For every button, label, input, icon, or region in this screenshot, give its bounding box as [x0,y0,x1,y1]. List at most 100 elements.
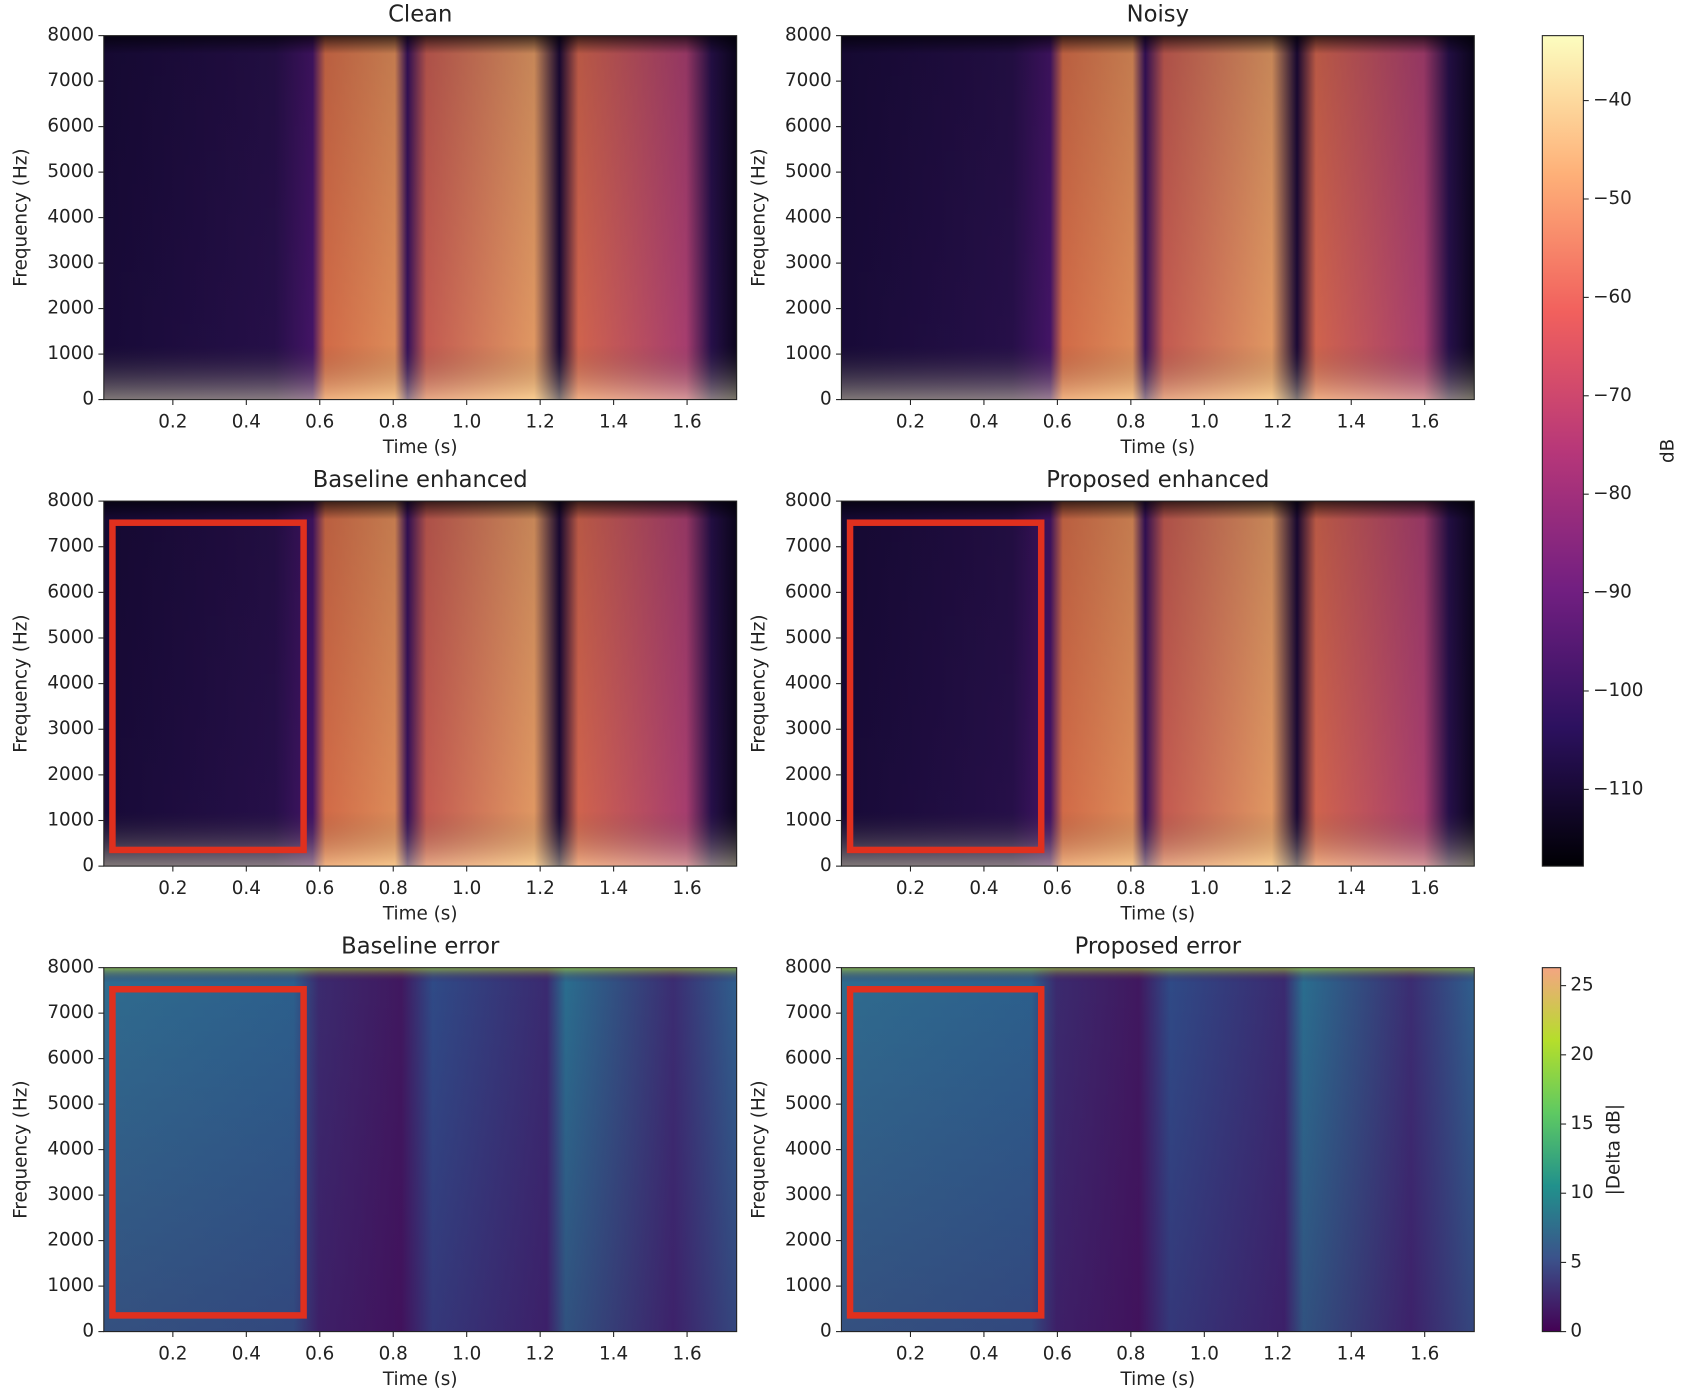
colorbar-scale [1541,967,1562,1333]
colorbar-tick-label: −100 [1593,680,1643,701]
x-tick-label: 1.4 [1337,1343,1366,1364]
y-tick-label: 3000 [785,718,832,739]
y-tick-label: 0 [820,389,832,410]
x-tick-label: 1.4 [599,1343,628,1364]
y-tick-label: 5000 [47,627,94,648]
panel-title: Clean [388,2,452,28]
panel: Noisy Time (s) Frequency (Hz) 0.2 0.4 0.6 0.8 1… [748,2,1475,458]
y-tick-label: 7000 [785,70,832,91]
panel: Proposed error Time (s) Frequency (Hz) 0.2 0… [748,934,1475,1390]
x-tick-label: 1.4 [599,411,628,432]
x-tick-label: 0.6 [1043,1343,1072,1364]
y-tick-label: 1000 [47,810,94,831]
y-tick-label: 3000 [47,718,94,739]
colorbar-tick-label: 5 [1570,1251,1582,1272]
colorbar-tick-label: 20 [1570,1044,1593,1065]
x-tick-label: 0.4 [232,1343,261,1364]
y-tick-label: 6000 [785,581,832,602]
y-tick-label: 4000 [785,207,832,228]
y-tick-label: 4000 [785,1139,832,1160]
spectrogram-shade [841,967,1475,1332]
y-tick-label: 5000 [785,1093,832,1114]
x-tick-label: 1.0 [452,878,481,899]
x-tick-label: 0.2 [158,411,187,432]
y-tick-label: 2000 [47,764,94,785]
x-tick-label: 1.2 [526,411,555,432]
y-axis-label: Frequency (Hz) [748,1080,769,1218]
x-tick-label: 0.6 [1043,411,1072,432]
y-tick-label: 0 [820,1321,832,1342]
y-axis-label: Frequency (Hz) [748,614,769,752]
x-tick-label: 0.2 [896,411,925,432]
x-tick-label: 0.4 [969,1343,998,1364]
x-tick-label: 1.2 [1263,1343,1292,1364]
y-tick-label: 6000 [47,116,94,137]
colorbar-tick-label: 25 [1570,975,1593,996]
colorbar-tick-label: −60 [1593,286,1632,307]
y-tick-label: 7000 [785,536,832,557]
y-tick-label: 7000 [47,70,94,91]
spectrogram-shade [103,501,737,867]
x-tick-label: 0.8 [1116,878,1145,899]
x-tick-label: 1.6 [672,878,701,899]
y-tick-label: 1000 [785,343,832,364]
y-tick-label: 5000 [47,161,94,182]
y-tick-label: 2000 [47,1230,94,1251]
x-tick-label: 0.8 [379,411,408,432]
y-tick-label: 5000 [47,1093,94,1114]
x-axis-label: Time (s) [382,1369,458,1390]
y-tick-label: 4000 [47,1139,94,1160]
x-tick-label: 0.6 [305,1343,334,1364]
x-tick-label: 1.6 [672,1343,701,1364]
y-tick-label: 0 [82,1321,94,1342]
y-tick-label: 6000 [47,581,94,602]
x-tick-label: 0.8 [1116,411,1145,432]
y-tick-label: 4000 [47,207,94,228]
x-tick-label: 0.8 [379,878,408,899]
spectrogram-shade [841,501,1475,867]
colorbar-tick-label: −50 [1593,188,1632,209]
colorbar-label: |Delta dB| [1604,1104,1625,1195]
x-tick-label: 1.0 [452,1343,481,1364]
colorbar: 0 5 10 15 20 25 |Delta dB| [1541,967,1625,1342]
y-tick-label: 7000 [785,1002,832,1023]
y-tick-label: 3000 [785,252,832,273]
x-tick-label: 0.6 [305,411,334,432]
colorbar-tick-label: −40 [1593,90,1632,111]
x-tick-label: 0.2 [896,1343,925,1364]
y-axis-label: Frequency (Hz) [11,614,32,752]
y-tick-label: 5000 [785,161,832,182]
panel: Proposed enhanced Time (s) Frequency (Hz) 0… [748,467,1475,925]
y-tick-label: 8000 [47,490,94,511]
x-tick-label: 1.2 [526,1343,555,1364]
y-tick-label: 6000 [785,116,832,137]
y-tick-label: 8000 [785,957,832,978]
colorbar-tick-label: 10 [1570,1182,1593,1203]
x-axis-label: Time (s) [382,437,458,458]
x-tick-label: 1.6 [1410,878,1439,899]
x-axis-label: Time (s) [1120,904,1196,925]
y-tick-label: 3000 [47,252,94,273]
y-axis-label: Frequency (Hz) [11,148,32,286]
colorbar-scale [1541,35,1584,867]
y-tick-label: 8000 [47,957,94,978]
x-tick-label: 0.4 [969,878,998,899]
y-tick-label: 1000 [47,1275,94,1296]
panel-title: Baseline error [341,934,500,960]
x-tick-label: 0.4 [232,878,261,899]
x-tick-label: 0.2 [896,878,925,899]
x-axis-label: Time (s) [1120,437,1196,458]
x-tick-label: 0.4 [969,411,998,432]
y-tick-label: 0 [820,855,832,876]
x-tick-label: 1.2 [526,878,555,899]
y-tick-label: 7000 [47,1002,94,1023]
y-tick-label: 5000 [785,627,832,648]
colorbar-tick-label: −80 [1593,483,1632,504]
panel-title: Noisy [1127,2,1189,28]
y-tick-label: 3000 [47,1184,94,1205]
y-tick-label: 1000 [785,810,832,831]
panel: Baseline error Time (s) Frequency (Hz) 0.2 0… [11,934,738,1390]
panel-title: Baseline enhanced [313,467,528,493]
y-tick-label: 8000 [785,490,832,511]
